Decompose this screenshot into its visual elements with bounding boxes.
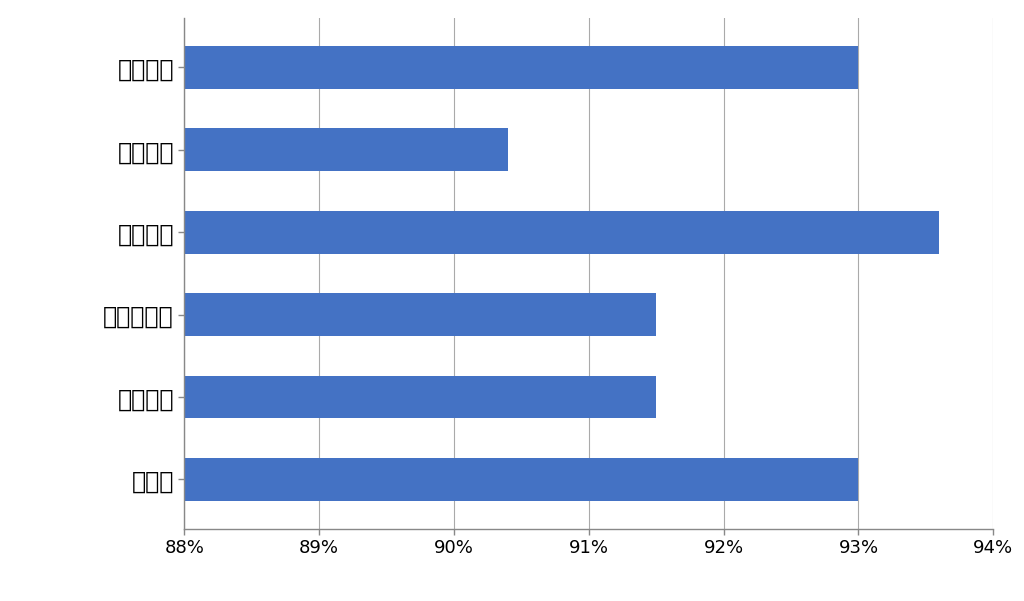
Bar: [184, 293, 656, 336]
Bar: [184, 211, 939, 254]
Bar: [184, 129, 508, 171]
Bar: [184, 376, 656, 418]
Bar: [184, 46, 858, 89]
Bar: [184, 458, 858, 501]
